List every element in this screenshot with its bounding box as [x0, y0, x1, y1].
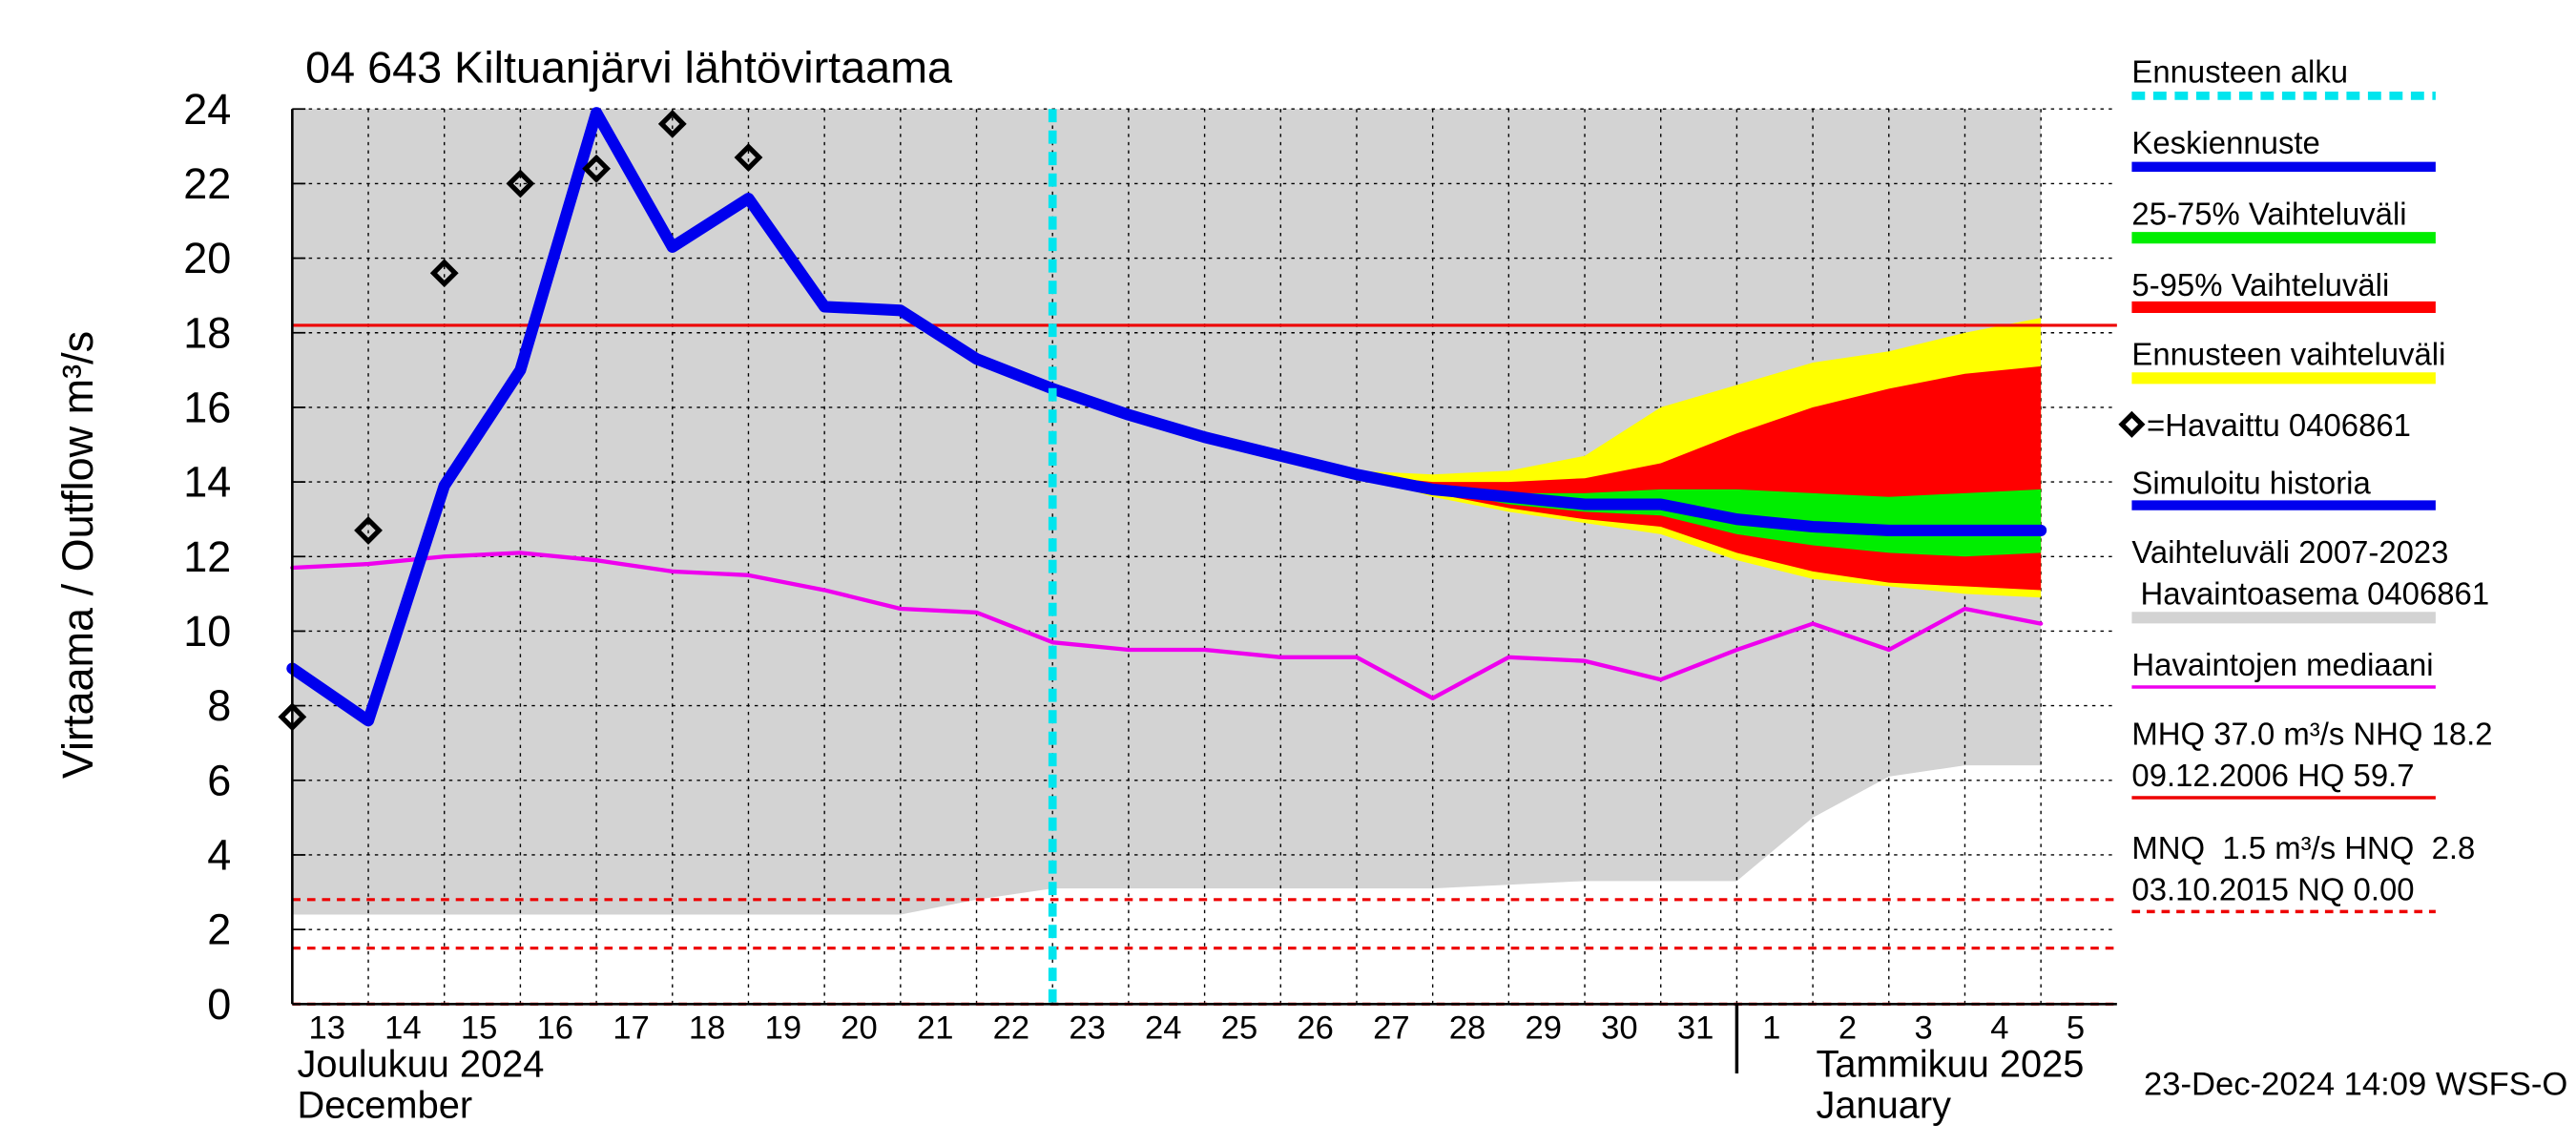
y-tick-label: 4 [207, 831, 231, 880]
y-tick-label: 20 [183, 234, 231, 282]
x-tick-label: 16 [537, 1010, 574, 1047]
legend-label: Ennusteen vaihteluväli [2131, 337, 2445, 372]
x-tick-label: 26 [1297, 1010, 1334, 1047]
x-tick-label: 5 [2067, 1010, 2085, 1047]
legend-label: 09.12.2006 HQ 59.7 [2131, 758, 2414, 793]
y-axis-label: Virtaama / Outflow m³/s [53, 331, 102, 779]
observed-point [582, 154, 612, 183]
x-tick-label: 30 [1601, 1010, 1638, 1047]
month-label: Joulukuu 2024 [298, 1043, 545, 1085]
x-tick-label: 13 [308, 1010, 345, 1047]
y-tick-label: 2 [207, 906, 231, 954]
series-line [286, 107, 1059, 727]
chart-title: 04 643 Kiltuanjärvi lähtövirtaama [305, 43, 952, 93]
x-tick-label: 29 [1525, 1010, 1562, 1047]
y-tick-label: 18 [183, 308, 231, 357]
observed-point [734, 143, 763, 172]
observed-point [657, 109, 687, 138]
y-tick-label: 12 [183, 532, 231, 581]
x-tick-label: 25 [1221, 1010, 1258, 1047]
y-tick-label: 10 [183, 607, 231, 656]
y-tick-label: 6 [207, 756, 231, 804]
x-tick-label: 22 [993, 1010, 1030, 1047]
legend-label: 25-75% Vaihteluväli [2131, 196, 2406, 231]
timestamp: 23-Dec-2024 14:09 WSFS-O [2144, 1067, 2567, 1103]
legend-label: 03.10.2015 NQ 0.00 [2131, 871, 2414, 906]
y-tick-label: 8 [207, 681, 231, 730]
legend: Ennusteen alku Keskiennuste 25-75% Vaihtel… [2118, 54, 2493, 914]
x-tick-label: 27 [1373, 1010, 1410, 1047]
legend-label: =Havaittu 0406861 [2147, 407, 2411, 443]
x-tick-label: 15 [461, 1010, 497, 1047]
legend-marker [2118, 410, 2146, 438]
x-tick-label: 18 [689, 1010, 726, 1047]
observed-point [354, 515, 383, 545]
month-label: Tammikuu 2025 [1816, 1043, 2084, 1085]
legend-label: 5-95% Vaihteluväli [2131, 267, 2389, 302]
month-label-en: December [298, 1085, 473, 1127]
x-tick-label: 24 [1145, 1010, 1182, 1047]
series-line [290, 551, 2044, 700]
x-tick-label: 28 [1449, 1010, 1486, 1047]
x-tick-label: 3 [1915, 1010, 1933, 1047]
y-tick-label: 16 [183, 384, 231, 432]
x-tick-label: 17 [613, 1010, 650, 1047]
legend-label: Havaintojen mediaani [2131, 647, 2433, 682]
legend-label: MHQ 37.0 m³/s NHQ 18.2 [2131, 717, 2492, 752]
legend-label: Simuloitu historia [2131, 466, 2371, 501]
legend-label: Ennusteen alku [2131, 54, 2348, 90]
series-line [1047, 383, 2047, 536]
x-tick-label: 19 [765, 1010, 802, 1047]
x-tick-label: 4 [1990, 1010, 2008, 1047]
range-band [292, 109, 2042, 915]
x-tick-label: 23 [1069, 1010, 1106, 1047]
legend-label: Havaintoasema 0406861 [2131, 575, 2489, 611]
x-tick-label: 31 [1677, 1010, 1714, 1047]
y-tick-label: 22 [183, 159, 231, 208]
y-tick-label: 14 [183, 458, 231, 507]
legend-label: Vaihteluväli 2007-2023 [2131, 534, 2448, 570]
y-tick-label: 24 [183, 85, 231, 134]
x-tick-label: 14 [384, 1010, 422, 1047]
legend-label: MNQ 1.5 m³/s HNQ 2.8 [2131, 830, 2475, 865]
y-tick-label: 0 [207, 980, 231, 1029]
x-tick-label: 1 [1762, 1010, 1780, 1047]
legend-label: Keskiennuste [2131, 125, 2319, 160]
observed-point [506, 169, 535, 198]
x-tick-label: 2 [1839, 1010, 1857, 1047]
x-tick-label: 21 [917, 1010, 954, 1047]
x-tick-label: 20 [841, 1010, 877, 1047]
observed-point [429, 259, 459, 288]
month-label-en: January [1816, 1085, 1951, 1127]
